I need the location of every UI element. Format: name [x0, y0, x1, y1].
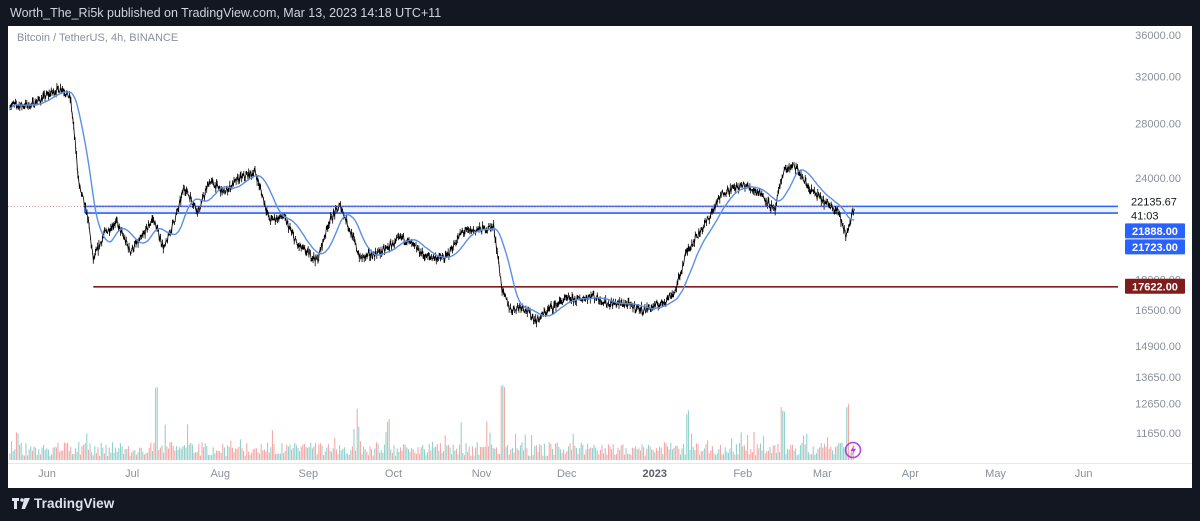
band-top-label-box — [1125, 223, 1185, 239]
y-tick-label: 11650.00 — [1136, 428, 1181, 440]
footer: TradingView — [0, 488, 1200, 521]
support-label-box — [1125, 278, 1185, 294]
annotations — [84, 205, 1118, 288]
y-tick-label: 24000.00 — [1135, 173, 1181, 185]
x-tick-label: Jun — [1075, 468, 1093, 480]
band-bottom-label: 21723.00 — [1132, 242, 1178, 254]
x-tick-label: Jul — [125, 468, 139, 480]
y-tick-label: 14900.00 — [1135, 341, 1181, 353]
y-tick-label: 32000.00 — [1135, 71, 1181, 83]
volume-bars-up — [9, 384, 853, 460]
x-tick-label: Apr — [902, 468, 919, 480]
volume-bars — [9, 384, 854, 460]
replay-icon[interactable] — [844, 441, 862, 459]
chart-frame: Bitcoin / TetherUS, 4h, BINANCE 36000.00… — [8, 26, 1192, 488]
x-tick-label: Mar — [813, 468, 832, 480]
x-tick-label: May — [985, 468, 1006, 480]
countdown-label: 41:03 — [1131, 210, 1159, 222]
publisher-header: Worth_The_Ri5k published on TradingView.… — [0, 0, 1200, 26]
band-top-label: 21888.00 — [1132, 226, 1178, 238]
x-tick-label: 2023 — [643, 468, 667, 480]
x-tick-label: Jun — [38, 468, 56, 480]
x-tick-label: Aug — [210, 468, 230, 480]
support-label: 17622.00 — [1132, 281, 1178, 293]
price-axis-bg — [1118, 26, 1192, 488]
y-tick-label: 28000.00 — [1135, 118, 1181, 130]
last-price-label: 22135.67 — [1131, 196, 1177, 208]
band-bottom-label-box — [1125, 239, 1185, 255]
y-tick-label: 12650.00 — [1135, 399, 1181, 411]
price-labels: 22135.67 41:03 21888.00 21723.00 17622.00 — [1125, 196, 1185, 294]
y-tick-label: 16500.00 — [1135, 305, 1181, 317]
publisher-line: Worth_The_Ri5k published on TradingView.… — [10, 6, 442, 20]
resistance-band — [84, 206, 1118, 214]
x-tick-label: Feb — [733, 468, 752, 480]
time-axis[interactable]: Jun Jul Aug Sep Oct Nov Dec 2023 Feb Mar Apr May Jun — [8, 463, 1192, 481]
price-axis[interactable]: 36000.0032000.0028000.0024000.0018000.00… — [1118, 26, 1192, 488]
volume-bars-down — [11, 386, 854, 460]
moving-average-line — [9, 91, 855, 317]
x-tick-label: Dec — [557, 468, 577, 480]
tradingview-logo-icon — [12, 498, 30, 509]
x-tick-label: Sep — [298, 468, 318, 480]
brand-name: TradingView — [34, 496, 115, 511]
price-series — [8, 83, 855, 328]
y-tick-label: 36000.00 — [1135, 30, 1181, 42]
x-tick-label: Nov — [472, 468, 492, 480]
x-tick-label: Oct — [385, 468, 402, 480]
y-tick-label: 13650.00 — [1135, 372, 1181, 384]
chart-title: Bitcoin / TetherUS, 4h, BINANCE — [17, 32, 178, 44]
price-chart[interactable]: Bitcoin / TetherUS, 4h, BINANCE 36000.00… — [8, 26, 1192, 488]
